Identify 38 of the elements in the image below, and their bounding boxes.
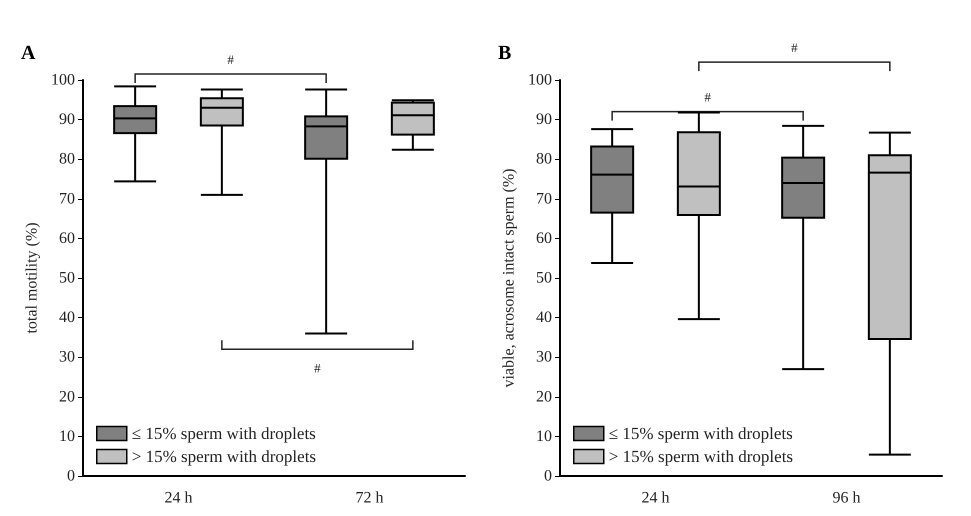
y-tick-label: 100 bbox=[51, 72, 75, 88]
y-tick-label: 20 bbox=[59, 388, 75, 406]
y-tick-label: 90 bbox=[536, 111, 552, 128]
y-tick-label: 90 bbox=[59, 111, 75, 128]
y-tick-label: 30 bbox=[59, 348, 75, 366]
legend-label: ≤ 15% sperm with droplets bbox=[132, 424, 316, 443]
text: # bbox=[791, 40, 798, 56]
y-tick-label: 50 bbox=[59, 270, 75, 286]
y-tick-label: 80 bbox=[536, 150, 552, 168]
y-tick-label: 60 bbox=[59, 230, 75, 247]
legend-label: > 15% sperm with droplets bbox=[608, 447, 794, 466]
x-tick-label: 24 h bbox=[642, 490, 670, 506]
y-tick-label: 20 bbox=[536, 388, 552, 406]
y-axis-title: total motility (%) bbox=[24, 222, 41, 334]
y-tick-label: 50 bbox=[536, 270, 552, 286]
chart-title: A bbox=[21, 42, 36, 64]
y-tick-label: 10 bbox=[59, 428, 75, 445]
legend-label: > 15% sperm with droplets bbox=[132, 447, 316, 466]
annotation: # bbox=[314, 360, 322, 376]
annotation: # bbox=[704, 90, 712, 105]
y-tick-label: 70 bbox=[59, 190, 75, 208]
y-tick-label: 100 bbox=[528, 72, 552, 88]
y-axis-title: viable, acrosome intact sperm (%) bbox=[500, 168, 518, 388]
chart-title: B bbox=[498, 42, 512, 64]
x-tick-label: 72 h bbox=[356, 490, 384, 506]
y-tick-label: 70 bbox=[536, 190, 552, 208]
y-tick-label: 80 bbox=[59, 150, 75, 168]
y-tick-label: 40 bbox=[59, 309, 75, 326]
y-tick-label: 30 bbox=[536, 348, 552, 366]
x-tick-label: 96 h bbox=[832, 490, 860, 506]
y-tick-label: 40 bbox=[536, 309, 552, 326]
y-tick-label: 0 bbox=[544, 468, 552, 484]
y-tick-label: 0 bbox=[67, 468, 75, 484]
y-tick-label: 10 bbox=[536, 428, 552, 445]
x-tick-label: 24 h bbox=[164, 490, 192, 506]
legend-label: ≤ 15% sperm with droplets bbox=[608, 424, 793, 443]
text: # bbox=[227, 52, 234, 68]
y-tick-label: 60 bbox=[536, 230, 552, 247]
